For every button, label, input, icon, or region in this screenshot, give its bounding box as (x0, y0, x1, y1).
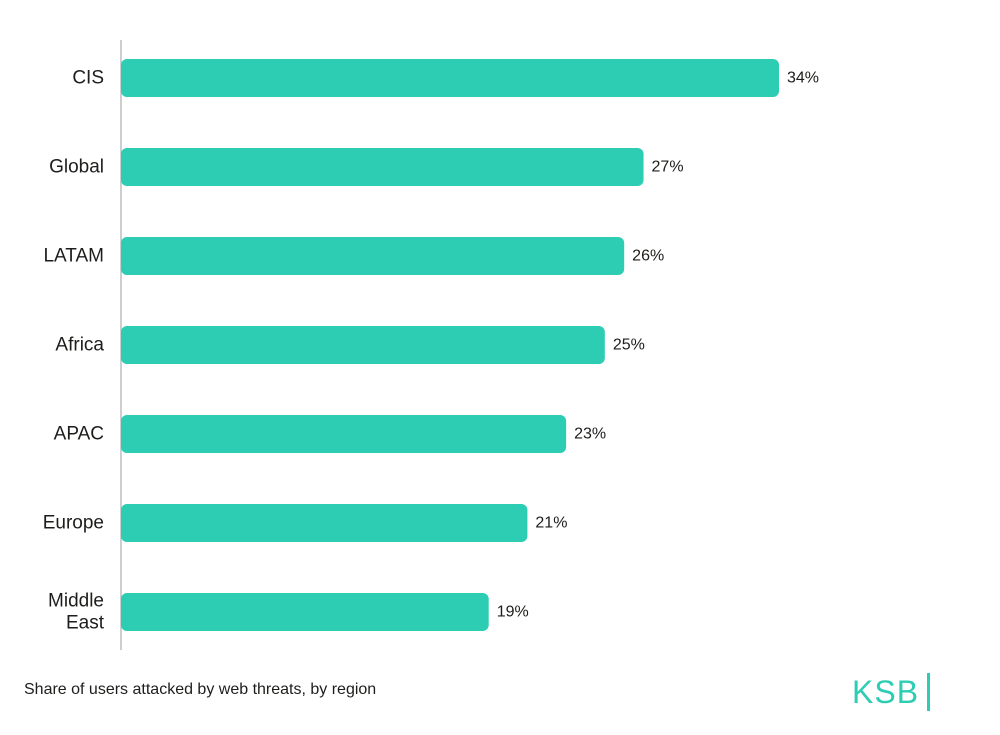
logo-bar (927, 673, 931, 711)
category-label: LATAM (43, 246, 104, 267)
category-label: Global (49, 157, 104, 178)
bar-value-label: 26% (632, 248, 664, 265)
bar (121, 237, 625, 275)
bar-value-label: 21% (535, 515, 567, 532)
bar-value-label: 34% (787, 70, 819, 87)
bar (121, 148, 644, 186)
bar (121, 593, 489, 631)
logo-text: KSB (852, 674, 920, 710)
bar (121, 59, 779, 97)
category-label: Middle East (48, 591, 105, 634)
bar-value-label: 19% (497, 604, 529, 621)
category-label: CIS (72, 68, 104, 89)
bar (121, 326, 605, 364)
chart-caption: Share of users attacked by web threats, … (24, 681, 377, 698)
category-label: Europe (43, 513, 104, 534)
bar (121, 415, 567, 453)
category-label: APAC (54, 424, 104, 445)
bar (121, 504, 528, 542)
bar-value-label: 25% (613, 337, 645, 354)
bar-chart: 34% CIS 27% Global 26% LATAM 25% Africa 23% APAC 2… (43, 40, 819, 650)
bar-value-label: 23% (574, 426, 606, 443)
category-label: Africa (55, 335, 104, 356)
ksb-logo: KSB (852, 672, 931, 712)
bar-value-label: 27% (652, 159, 684, 176)
